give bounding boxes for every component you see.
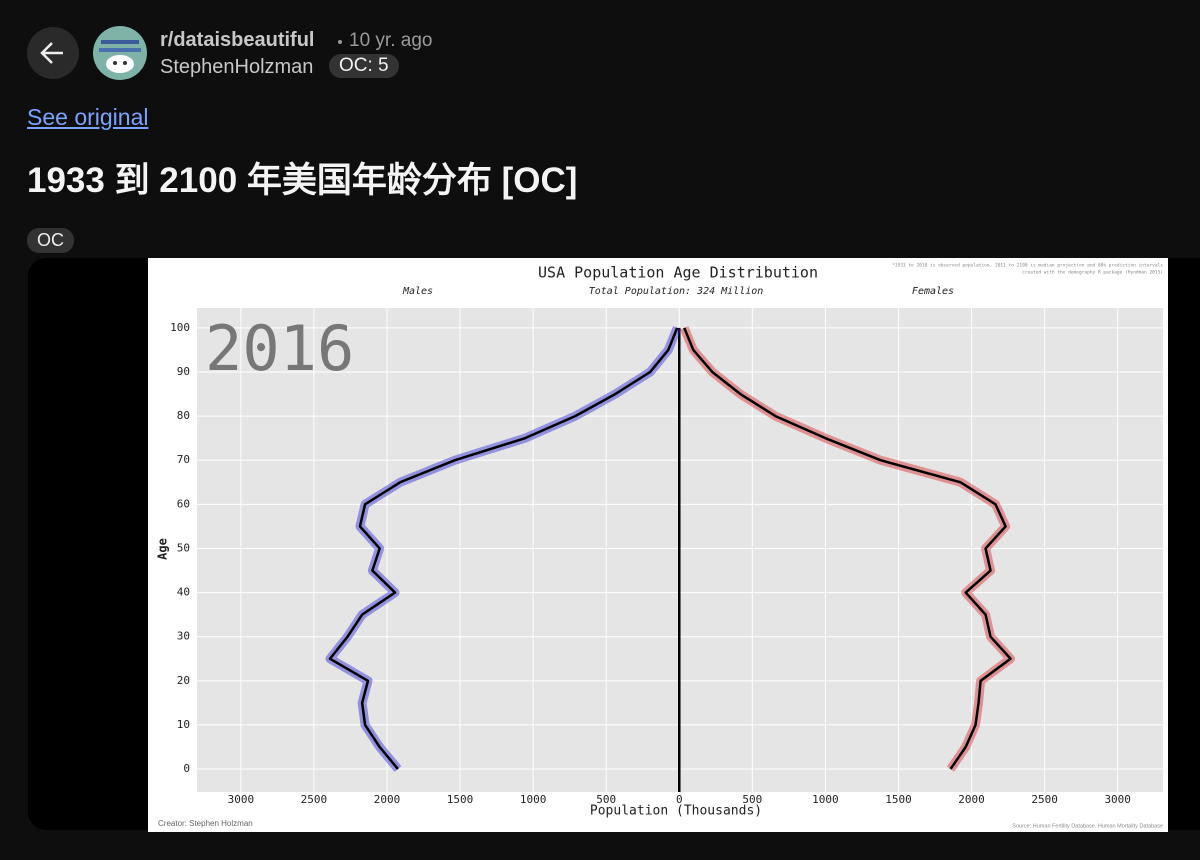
back-icon <box>40 42 63 64</box>
legend-label: Females <box>912 286 954 297</box>
chart-subtitle: Total Population: 324 Million <box>589 286 764 297</box>
author-flair: OC: 5 <box>329 54 399 78</box>
y-tick-label: 20 <box>177 674 190 687</box>
x-tick-label: 2500 <box>301 793 328 806</box>
avatar-icon <box>99 40 141 73</box>
y-tick-label: 10 <box>177 718 190 731</box>
x-tick-label: 2500 <box>1031 793 1058 806</box>
source: Source: Human Fertility Database, Human … <box>1012 823 1163 829</box>
x-tick-label: 3000 <box>1104 793 1131 806</box>
x-tick-label: 2000 <box>374 793 401 806</box>
post-time: 10 yr. ago <box>349 30 433 51</box>
year-annotation: 2016 <box>205 312 354 385</box>
y-axis-title: Age <box>156 538 170 560</box>
y-tick-label: 100 <box>170 321 190 334</box>
post-title: 1933 到 2100 年美国年龄分布 [OC] <box>27 161 578 200</box>
author[interactable]: StephenHolzman <box>160 56 314 78</box>
post-flair[interactable]: OC <box>27 228 74 253</box>
y-tick-label: 60 <box>177 497 190 510</box>
line <box>683 327 1012 770</box>
y-tick-label: 70 <box>177 453 190 466</box>
x-tick-label: 0 <box>676 793 683 806</box>
x-tick-label: 1500 <box>885 793 912 806</box>
back-button[interactable] <box>27 27 79 79</box>
x-tick-label: 500 <box>742 793 762 806</box>
subreddit[interactable]: r/dataisbeautiful <box>160 29 315 51</box>
y-tick-label: 40 <box>177 586 190 599</box>
separator <box>338 40 342 44</box>
y-tick-label: 30 <box>177 630 190 643</box>
x-tick-label: 500 <box>596 793 616 806</box>
x-tick-label: 2000 <box>958 793 985 806</box>
line <box>328 327 679 770</box>
x-tick-label: 1000 <box>520 793 547 806</box>
legend-label: Males <box>402 286 433 297</box>
x-tick-label: 1000 <box>812 793 839 806</box>
chart: USA Population Age Distribution Total Po… <box>148 258 1168 832</box>
x-axis-title: Population (Thousands) <box>590 804 762 819</box>
credit: Creator: Stephen Holzman <box>158 819 253 828</box>
y-tick-label: 90 <box>177 365 190 378</box>
note: *1933 to 2010 is observed population, 20… <box>892 263 1163 269</box>
x-tick-label: 1500 <box>447 793 474 806</box>
note: created with the demography R package (H… <box>1022 270 1163 276</box>
see-original-link[interactable]: See original <box>27 104 149 130</box>
y-tick-label: 50 <box>177 541 190 554</box>
y-tick-label: 80 <box>177 409 190 422</box>
x-tick-label: 3000 <box>228 793 255 806</box>
chart-title: USA Population Age Distribution <box>538 264 818 282</box>
y-tick-label: 0 <box>183 762 190 775</box>
avatar[interactable] <box>93 26 147 80</box>
